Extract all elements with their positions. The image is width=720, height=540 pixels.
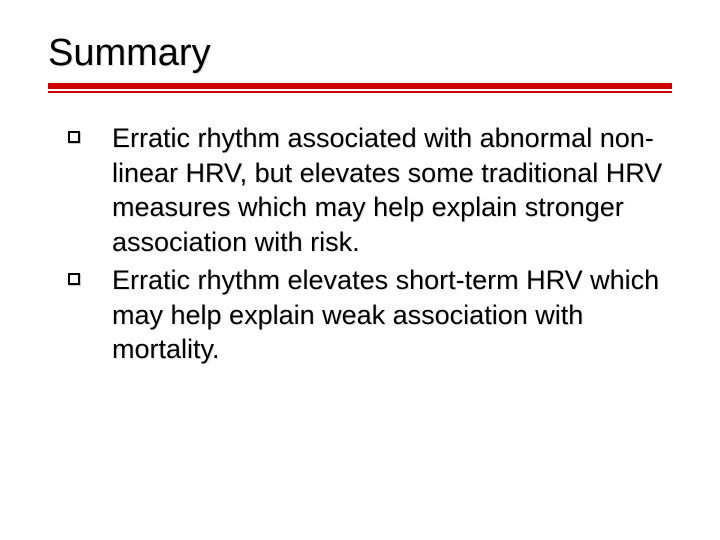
bullet-text: Erratic rhythm associated with abnormal …: [112, 123, 662, 257]
bullet-list: Erratic rhythm associated with abnormal …: [48, 121, 672, 367]
slide-title: Summary: [48, 32, 672, 75]
slide: Summary Erratic rhythm associated with a…: [0, 0, 720, 540]
list-item: Erratic rhythm elevates short-term HRV w…: [68, 263, 668, 367]
bullet-text: Erratic rhythm elevates short-term HRV w…: [112, 265, 659, 364]
square-bullet-icon: [68, 131, 80, 143]
square-bullet-icon: [68, 273, 80, 285]
list-item: Erratic rhythm associated with abnormal …: [68, 121, 668, 259]
title-rule-thick: [48, 83, 672, 89]
title-rule-thin: [48, 91, 672, 93]
